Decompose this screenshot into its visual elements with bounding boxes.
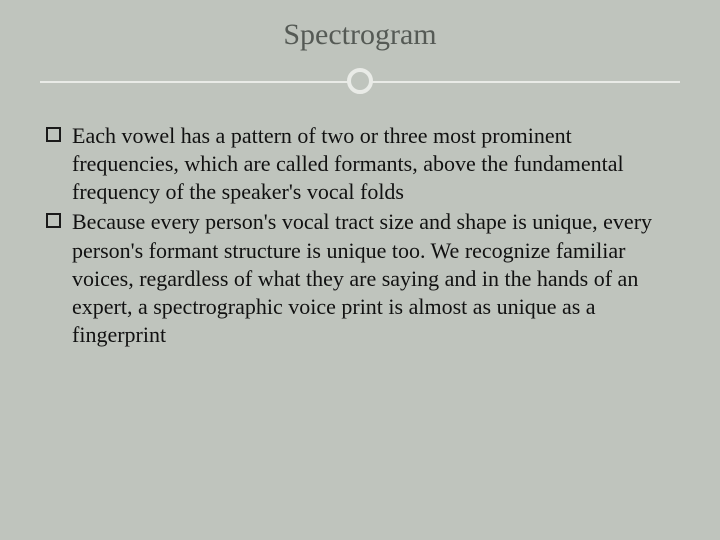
- bullet-text: Each vowel has a pattern of two or three…: [72, 123, 624, 204]
- slide-content: Each vowel has a pattern of two or three…: [40, 122, 680, 349]
- bullet-item: Because every person's vocal tract size …: [46, 208, 674, 349]
- divider-circle-icon: [347, 68, 373, 94]
- title-divider: [40, 68, 680, 94]
- slide-title: Spectrogram: [40, 18, 680, 52]
- bullet-text: Because every person's vocal tract size …: [72, 209, 652, 347]
- bullet-item: Each vowel has a pattern of two or three…: [46, 122, 674, 206]
- slide: Spectrogram Each vowel has a pattern of …: [0, 0, 720, 540]
- square-bullet-icon: [46, 127, 61, 142]
- square-bullet-icon: [46, 213, 61, 228]
- title-area: Spectrogram: [40, 18, 680, 94]
